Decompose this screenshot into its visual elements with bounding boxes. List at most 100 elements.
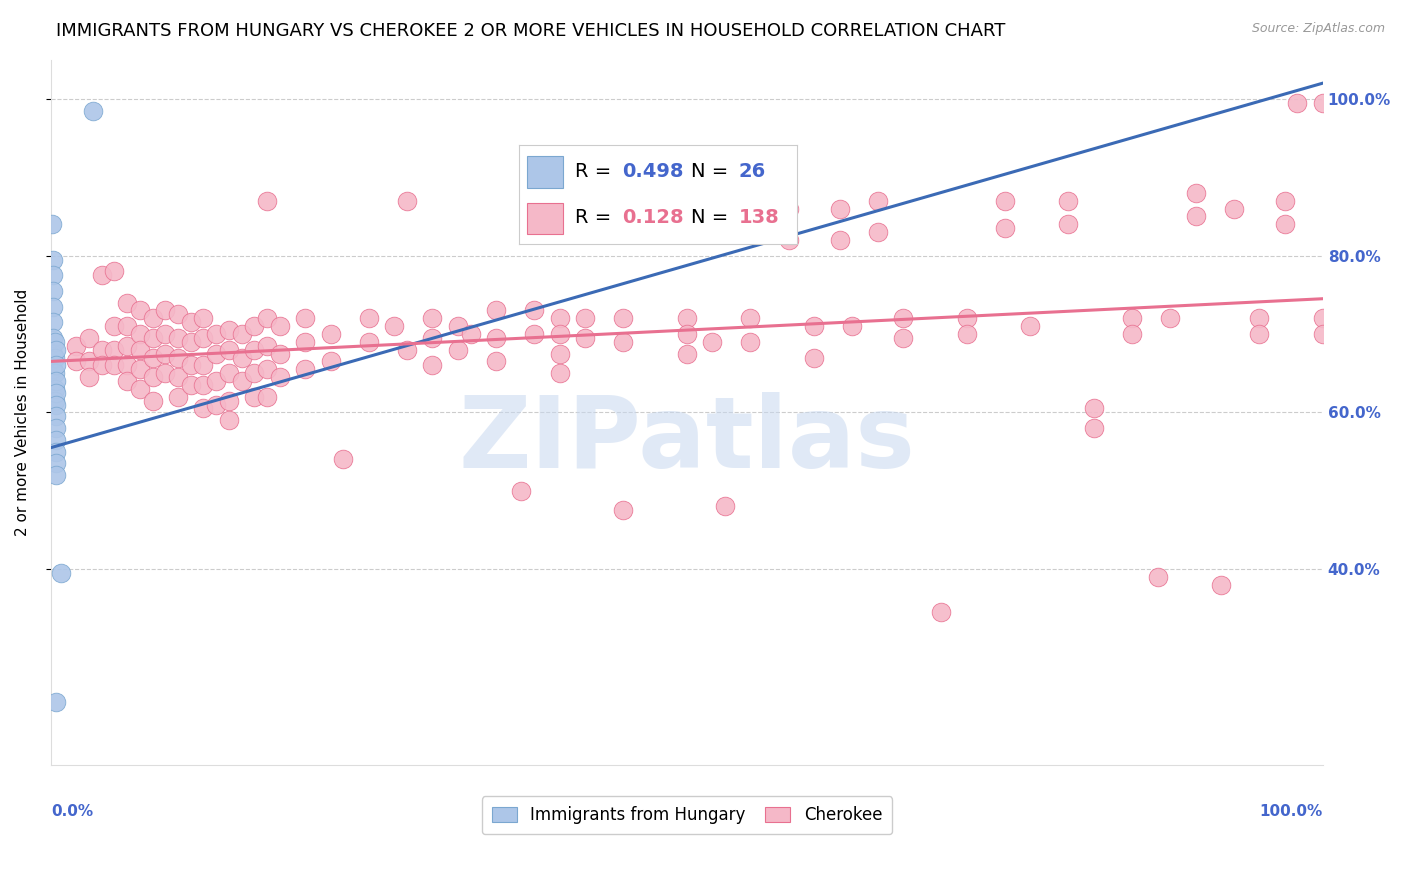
- Point: [45, 696, 67, 710]
- Point: [65, 339, 87, 353]
- Text: 0.128: 0.128: [621, 208, 683, 227]
- Point: [422, 311, 444, 326]
- Point: [193, 359, 215, 373]
- Point: [243, 319, 266, 334]
- Point: [115, 319, 138, 334]
- Point: [523, 303, 546, 318]
- Point: [77, 370, 100, 384]
- Point: [485, 354, 508, 368]
- Point: [44, 393, 66, 408]
- Point: [1159, 311, 1181, 326]
- Point: [167, 390, 190, 404]
- Point: [45, 385, 67, 400]
- Point: [115, 359, 138, 373]
- Point: [155, 366, 177, 380]
- Point: [803, 319, 825, 334]
- Bar: [527, 156, 564, 187]
- Bar: [527, 202, 564, 235]
- Point: [612, 334, 634, 349]
- Text: 138: 138: [738, 208, 779, 227]
- Point: [45, 398, 67, 412]
- Point: [460, 326, 482, 341]
- Point: [994, 194, 1017, 208]
- Point: [395, 194, 418, 208]
- Point: [45, 374, 67, 388]
- Point: [42, 252, 65, 267]
- Point: [740, 311, 762, 326]
- Text: 26: 26: [738, 162, 766, 181]
- Point: [778, 202, 800, 216]
- Point: [1211, 578, 1233, 592]
- Point: [205, 398, 228, 412]
- Point: [422, 331, 444, 345]
- Point: [44, 382, 66, 396]
- Point: [778, 233, 800, 247]
- Point: [510, 483, 533, 498]
- Point: [574, 331, 596, 345]
- Point: [1184, 210, 1206, 224]
- Point: [218, 323, 240, 337]
- Point: [231, 374, 253, 388]
- Point: [128, 362, 150, 376]
- Point: [142, 351, 165, 365]
- Point: [115, 339, 138, 353]
- Point: [115, 374, 138, 388]
- Point: [103, 343, 125, 357]
- Point: [42, 315, 65, 329]
- Point: [256, 339, 278, 353]
- Point: [676, 326, 699, 341]
- Point: [650, 194, 672, 208]
- Text: IMMIGRANTS FROM HUNGARY VS CHEROKEE 2 OR MORE VEHICLES IN HOUSEHOLD CORRELATION : IMMIGRANTS FROM HUNGARY VS CHEROKEE 2 OR…: [56, 22, 1005, 40]
- Point: [332, 452, 354, 467]
- Point: [243, 390, 266, 404]
- Point: [256, 194, 278, 208]
- Point: [574, 311, 596, 326]
- Point: [42, 300, 65, 314]
- Text: Source: ZipAtlas.com: Source: ZipAtlas.com: [1251, 22, 1385, 36]
- Text: R =: R =: [575, 208, 617, 227]
- Point: [676, 311, 699, 326]
- Point: [205, 346, 228, 360]
- Point: [45, 359, 67, 373]
- Point: [128, 343, 150, 357]
- Text: ZIPatlas: ZIPatlas: [458, 392, 915, 489]
- Point: [205, 374, 228, 388]
- Point: [548, 311, 571, 326]
- Point: [90, 359, 112, 373]
- Point: [103, 264, 125, 278]
- Point: [42, 362, 65, 376]
- Text: 0.0%: 0.0%: [51, 804, 93, 819]
- Point: [866, 194, 889, 208]
- Point: [128, 303, 150, 318]
- Point: [90, 268, 112, 283]
- Text: 0.498: 0.498: [621, 162, 683, 181]
- Point: [167, 307, 190, 321]
- Point: [42, 268, 65, 283]
- Point: [1249, 311, 1271, 326]
- Point: [1286, 95, 1309, 110]
- Point: [994, 221, 1017, 235]
- Point: [294, 334, 316, 349]
- Point: [1274, 194, 1296, 208]
- Text: R =: R =: [575, 162, 617, 181]
- Point: [77, 331, 100, 345]
- Point: [90, 343, 112, 357]
- Point: [294, 362, 316, 376]
- Point: [231, 326, 253, 341]
- Point: [548, 366, 571, 380]
- Point: [676, 346, 699, 360]
- Point: [891, 331, 914, 345]
- Point: [77, 354, 100, 368]
- Point: [382, 319, 405, 334]
- Point: [167, 370, 190, 384]
- Point: [929, 605, 952, 619]
- Point: [357, 334, 380, 349]
- Point: [256, 362, 278, 376]
- Point: [115, 295, 138, 310]
- Point: [45, 421, 67, 435]
- Text: N =: N =: [692, 162, 735, 181]
- Point: [103, 359, 125, 373]
- Point: [395, 343, 418, 357]
- Point: [45, 409, 67, 424]
- Point: [44, 366, 66, 380]
